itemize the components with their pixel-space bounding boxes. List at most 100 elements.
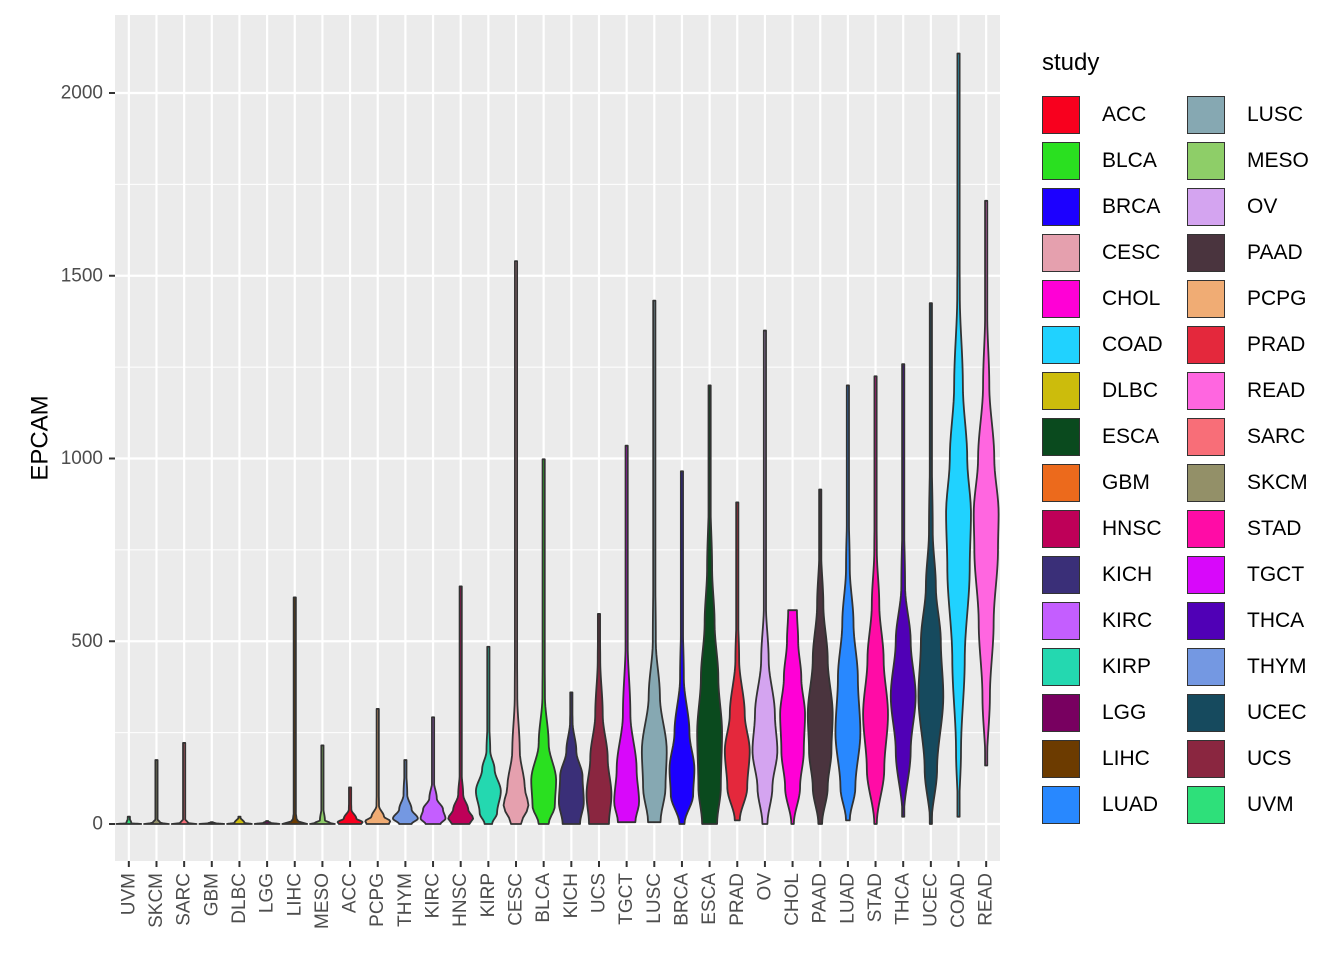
legend-item-chol: CHOL: [1042, 276, 1187, 322]
legend-key: [1042, 326, 1080, 364]
legend-columns: ACC BLCA BRCA CESC CHOL COAD DLBC ESCA GBM HNSC KI…: [1042, 92, 1342, 828]
x-tick-label: BRCA: [671, 873, 692, 926]
y-axis: 0 500 1000 1500 2000: [61, 83, 115, 835]
legend-item-paad: PAAD: [1187, 230, 1332, 276]
violin-acc: [336, 786, 364, 825]
x-tick-label: CHOL: [782, 873, 803, 926]
violin-lgg: [253, 820, 281, 825]
legend-key: [1187, 326, 1225, 364]
legend-label: TGCT: [1247, 563, 1305, 586]
y-axis-title: EPCAM: [27, 395, 54, 480]
x-tick-label: ACC: [340, 873, 361, 913]
x-tick-label: TGCT: [616, 873, 637, 925]
legend-item-acc: ACC: [1042, 92, 1187, 138]
violin-uvm: [115, 815, 143, 825]
legend-label: ACC: [1102, 103, 1147, 126]
violin-brca: [668, 470, 696, 825]
legend-label: CESC: [1102, 241, 1161, 264]
legend-key: [1187, 602, 1225, 640]
y-tick-label: 1000: [61, 448, 103, 469]
violin-prad: [723, 501, 751, 822]
legend-label: PAAD: [1247, 241, 1303, 264]
violin-esca: [696, 384, 723, 825]
violin-ov: [751, 329, 779, 825]
legend-item-esca: ESCA: [1042, 414, 1187, 460]
violin-ucec: [917, 302, 945, 825]
legend-key: [1187, 694, 1225, 732]
violin-sarc: [170, 741, 198, 825]
legend-label: BLCA: [1102, 149, 1157, 172]
legend-key: [1042, 188, 1080, 226]
legend-key: [1042, 694, 1080, 732]
x-tick-label: UCS: [588, 873, 609, 913]
legend-label: LIHC: [1102, 747, 1150, 770]
legend-item-hnsc: HNSC: [1042, 506, 1187, 552]
legend-item-kirc: KIRC: [1042, 598, 1187, 644]
x-tick-label: LUSC: [644, 873, 665, 924]
x-tick-label: THYM: [395, 873, 416, 927]
legend-item-sarc: SARC: [1187, 414, 1332, 460]
legend-item-coad: COAD: [1042, 322, 1187, 368]
legend-item-stad: STAD: [1187, 506, 1332, 552]
legend-key: [1042, 786, 1080, 824]
legend-item-pcpg: PCPG: [1187, 276, 1332, 322]
y-tick-label: 1500: [61, 265, 103, 286]
legend-label: PCPG: [1247, 287, 1307, 310]
x-tick-label: SKCM: [146, 873, 167, 928]
legend-key: [1187, 372, 1225, 410]
legend-item-ucs: UCS: [1187, 736, 1332, 782]
violin-luad: [834, 384, 862, 822]
legend-label: UCEC: [1247, 701, 1307, 724]
violin-paad: [806, 488, 834, 825]
x-tick-label: DLBC: [229, 873, 250, 924]
legend-key: [1187, 96, 1225, 134]
legend-key: [1187, 648, 1225, 686]
legend-item-meso: MESO: [1187, 138, 1332, 184]
x-tick-label: COAD: [948, 873, 969, 928]
legend-key: [1187, 280, 1225, 318]
x-tick-label: OV: [754, 873, 775, 901]
legend-item-lihc: LIHC: [1042, 736, 1187, 782]
violin-dlbc: [226, 815, 253, 825]
legend-column-left: ACC BLCA BRCA CESC CHOL COAD DLBC ESCA GBM HNSC KI…: [1042, 92, 1187, 828]
legend-key: [1042, 142, 1080, 180]
legend-key: [1042, 602, 1080, 640]
legend-item-lgg: LGG: [1042, 690, 1187, 736]
violin-kich: [557, 691, 585, 825]
legend-label: KIRC: [1102, 609, 1153, 632]
x-tick-label: CESC: [506, 873, 527, 926]
legend-label: STAD: [1247, 517, 1302, 540]
violin-kirp: [475, 645, 502, 825]
x-tick-label: ESCA: [699, 873, 720, 925]
violin-lusc: [640, 299, 668, 824]
legend-item-ucec: UCEC: [1187, 690, 1332, 736]
legend-label: HNSC: [1102, 517, 1162, 540]
legend-label: UVM: [1247, 793, 1294, 816]
x-tick-label: PAAD: [810, 873, 831, 923]
x-tick-label: MESO: [312, 873, 333, 929]
legend-label: UCS: [1247, 747, 1292, 770]
legend-label: CHOL: [1102, 287, 1161, 310]
legend-item-gbm: GBM: [1042, 460, 1187, 506]
violin-lihc: [281, 596, 309, 825]
legend-key: [1042, 740, 1080, 778]
legend-column-right: LUSC MESO OV PAAD PCPG PRAD READ SARC SKCM STAD TG…: [1187, 92, 1332, 828]
legend-label: SARC: [1247, 425, 1306, 448]
y-tick-label: 500: [71, 631, 103, 652]
legend-item-skcm: SKCM: [1187, 460, 1332, 506]
legend-label: PRAD: [1247, 333, 1306, 356]
legend-item-prad: PRAD: [1187, 322, 1332, 368]
violin-read: [972, 199, 1000, 767]
legend-key: [1187, 188, 1225, 226]
legend-label: READ: [1247, 379, 1306, 402]
legend-item-luad: LUAD: [1042, 782, 1187, 828]
legend-label: BRCA: [1102, 195, 1161, 218]
legend-key: [1187, 510, 1225, 548]
legend-key: [1187, 464, 1225, 502]
legend-label: GBM: [1102, 471, 1150, 494]
x-tick-label: BLCA: [533, 873, 554, 923]
legend-label: THYM: [1247, 655, 1307, 678]
violin-skcm: [143, 759, 170, 825]
legend-key: [1042, 280, 1080, 318]
